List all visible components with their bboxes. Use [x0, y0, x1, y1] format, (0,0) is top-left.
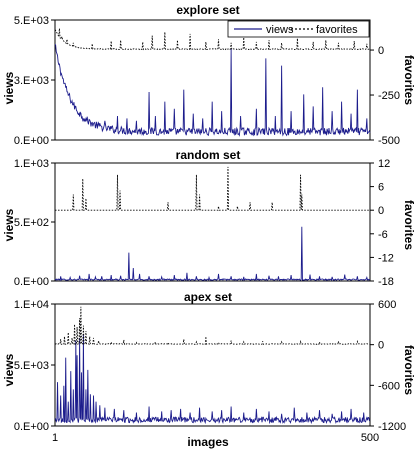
views-line [54, 334, 371, 425]
panel-title: explore set [176, 3, 239, 17]
y-tick-label: 0.E+00 [14, 276, 49, 288]
y-tick-label: 1.E+03 [14, 158, 49, 170]
y2-axis-label: favorites [402, 345, 415, 395]
y2-tick-labels: -1200 -600 0 600 [370, 299, 406, 433]
y2-tick-label: -18 [378, 276, 394, 288]
legend-views-label: views [266, 24, 294, 36]
y-tick-labels: 0.E+00 5.E+02 1.E+03 [14, 158, 55, 288]
x-tick-labels: 1 500 [52, 432, 379, 444]
y-tick-labels: 0.E+00 5.E+03 1.E+04 [14, 299, 55, 433]
views-line [54, 43, 371, 137]
panel-explore-set: explore set 0.E+00 3.E+03 5.E+03 -500 -250 0… [2, 3, 415, 147]
y2-tick-label: 0 [378, 45, 384, 57]
favorites-line [54, 306, 371, 346]
favorites-line [54, 28, 371, 51]
y2-tick-label: 600 [378, 299, 396, 311]
y2-tick-label: -12 [378, 252, 394, 264]
x-tick-label: 1 [52, 432, 58, 444]
x-axis-label: images [187, 435, 229, 449]
y2-tick-labels: -18 -12 -6 0 6 12 [370, 158, 394, 288]
views-series [54, 334, 371, 425]
y2-tick-label: -1200 [378, 421, 406, 433]
y-tick-label: 0.E+00 [14, 135, 49, 147]
y-tick-label: 5.E+03 [14, 360, 49, 372]
y-axis-label: views [2, 353, 16, 386]
favorites-series [54, 28, 371, 51]
y-axis-label: views [2, 71, 16, 104]
legend: views favorites [227, 20, 370, 38]
y2-tick-label: -6 [378, 229, 388, 241]
y-tick-label: 3.E+03 [14, 75, 49, 87]
views-line [54, 226, 371, 282]
y2-axis-label: favorites [402, 55, 415, 105]
y-tick-label: 1.E+04 [14, 299, 49, 311]
panel-title: random set [176, 148, 241, 162]
legend-favorites-label: favorites [316, 24, 358, 36]
y2-axis-label: favorites [402, 200, 415, 250]
views-series [54, 226, 371, 282]
views-series [54, 43, 371, 137]
y2-tick-label: 0 [378, 340, 384, 352]
legend-box [227, 20, 370, 38]
y2-tick-label: -600 [378, 380, 400, 392]
y2-tick-label: -500 [378, 135, 400, 147]
x-tick-label: 500 [361, 432, 379, 444]
favorites-line [55, 166, 370, 211]
y2-tick-label: 12 [378, 158, 390, 170]
y2-tick-label: -250 [378, 90, 400, 102]
panel-apex-set: apex set 0.E+00 5.E+03 1.E+04 -1200 -600 0 60… [2, 290, 415, 433]
favorites-series [54, 306, 371, 346]
y-tick-label: 0.E+00 [14, 421, 49, 433]
y2-tick-labels: -500 -250 0 [370, 45, 400, 147]
y-axis-label: views [2, 208, 16, 241]
y-tick-labels: 0.E+00 3.E+03 5.E+03 [14, 15, 55, 147]
y-tick-label: 5.E+03 [14, 15, 49, 27]
panel-random-set: random set 0.E+00 5.E+02 1.E+03 -18 -12 -6 0 6… [2, 148, 415, 288]
panel-title: apex set [184, 290, 232, 304]
y2-tick-label: 6 [378, 182, 384, 194]
favorites-series [55, 166, 370, 211]
y2-tick-label: 0 [378, 205, 384, 217]
y-tick-label: 5.E+02 [14, 217, 49, 229]
